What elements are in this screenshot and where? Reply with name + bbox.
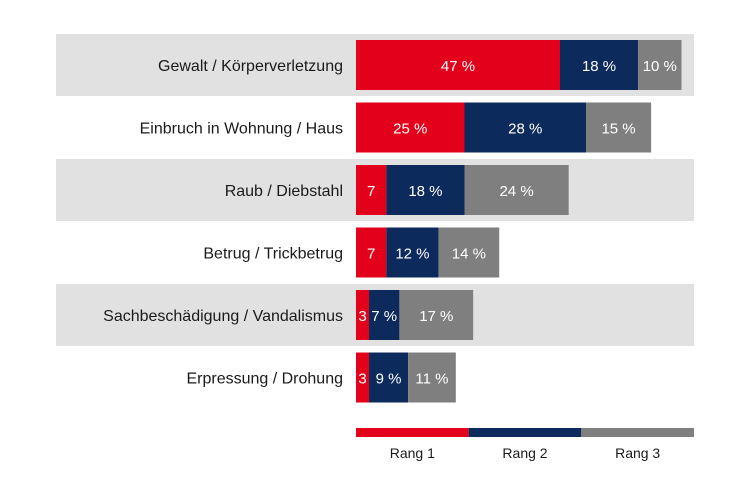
bar-segment — [399, 290, 474, 340]
bar-segment — [464, 102, 587, 153]
category-label: Betrug / Trickbetrug — [203, 246, 343, 263]
data-label: 28 % — [508, 121, 542, 138]
bar-segment — [638, 40, 682, 90]
data-label: 10 % — [643, 58, 677, 75]
data-label: 24 % — [499, 183, 533, 200]
data-label: 11 % — [415, 371, 448, 388]
legend-swatch — [468, 428, 582, 437]
bar-segment — [369, 352, 409, 403]
bar-segment — [438, 227, 500, 278]
bar-segment — [386, 165, 465, 215]
data-label: 18 % — [408, 183, 442, 200]
legend-label: Rang 1 — [390, 445, 435, 461]
data-label: 18 % — [582, 58, 616, 75]
bar-segment — [464, 165, 569, 215]
data-label: 7 — [367, 183, 375, 200]
legend-swatch — [581, 428, 694, 437]
legend: Rang 1 Rang 2 Rang 3 — [356, 428, 694, 461]
category-labels: Gewalt / Körperverletzung Einbruch in Woh… — [103, 58, 343, 388]
data-label: 12 % — [395, 246, 429, 263]
bar-segment — [369, 290, 400, 340]
data-label: 9 % — [376, 371, 402, 388]
data-label: 7 % — [371, 308, 397, 325]
data-label: 14 % — [452, 246, 486, 263]
category-label: Gewalt / Körperverletzung — [158, 58, 343, 75]
category-label: Sachbeschädigung / Vandalismus — [103, 308, 343, 325]
category-label: Einbruch in Wohnung / Haus — [140, 121, 343, 138]
category-label: Raub / Diebstahl — [225, 183, 343, 200]
bar-segment — [356, 227, 387, 278]
bar-segment — [356, 40, 560, 90]
bar-segment — [386, 227, 439, 278]
bar-segment — [559, 40, 639, 90]
data-label: 47 % — [441, 58, 475, 75]
data-label: 7 — [367, 246, 375, 263]
bar-segment — [356, 102, 465, 153]
data-label: 3 — [358, 308, 366, 325]
data-label: 15 % — [601, 121, 635, 138]
data-labels: 47 % 18 % 10 % 25 % 28 % 15 % 7 18 % 24 % 7 12 % 14… — [358, 58, 677, 388]
bar-segment — [356, 290, 370, 340]
data-label: 25 % — [393, 121, 427, 138]
bar-segment — [586, 102, 652, 153]
data-label: 3 — [358, 371, 366, 388]
bar-segment — [408, 352, 456, 403]
legend-label: Rang 2 — [502, 445, 547, 461]
category-label: Erpressung / Drohung — [186, 371, 343, 388]
data-label: 17 % — [419, 308, 453, 325]
legend-swatch — [356, 428, 469, 437]
bar-segment — [356, 165, 387, 215]
bar-segment — [356, 352, 370, 403]
legend-label: Rang 3 — [615, 445, 660, 461]
bar-segments — [356, 40, 682, 403]
